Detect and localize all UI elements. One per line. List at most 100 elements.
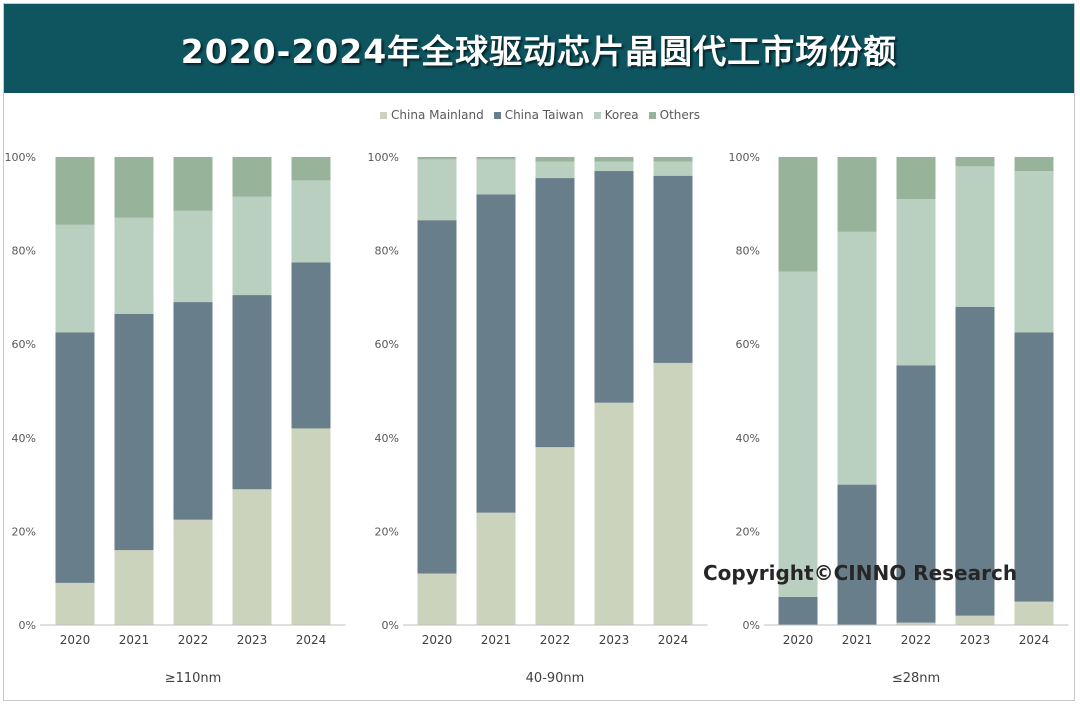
x-tick-label: 2021: [842, 633, 873, 647]
y-tick-label: 60%: [736, 338, 760, 351]
bar-segment-china-taiwan: [232, 295, 272, 490]
y-tick-label: 100%: [5, 151, 36, 164]
legend-item-others: Others: [648, 108, 700, 122]
panel-title: ≤28nm: [892, 671, 940, 686]
bar-segment-korea: [837, 231, 877, 485]
bar-segment-korea: [173, 210, 213, 303]
bar-segment-china-taiwan: [955, 306, 995, 616]
bar-segment-china-taiwan: [476, 194, 516, 513]
bar-segment-korea: [55, 224, 95, 333]
y-tick-label: 100%: [729, 151, 760, 164]
bar-segment-korea: [778, 271, 818, 597]
legend-label-china-taiwan: China Taiwan: [504, 108, 584, 122]
x-tick-label: 2021: [119, 633, 150, 647]
bar-segment-china-mainland: [896, 622, 936, 625]
bar-segment-korea: [594, 161, 634, 172]
bar-segment-china-taiwan: [896, 365, 936, 623]
panel-title: ≥110nm: [165, 671, 222, 686]
bar-segment-china-mainland: [955, 615, 995, 625]
bar-segment-china-taiwan: [114, 313, 154, 551]
x-tick-label: 2020: [783, 633, 814, 647]
bar-segment-others: [778, 157, 818, 272]
bar-segment-others: [476, 157, 516, 160]
x-tick-label: 2023: [237, 633, 268, 647]
bar-segment-china-mainland: [1014, 601, 1054, 625]
bar-segment-china-mainland: [476, 512, 516, 625]
y-tick-label: 80%: [12, 245, 36, 258]
legend-item-china-mainland: China Mainland: [380, 108, 484, 122]
x-tick-label: 2021: [481, 633, 512, 647]
bar-segment-others: [594, 157, 634, 162]
bar-segment-china-mainland: [535, 447, 575, 625]
x-tick-label: 2022: [901, 633, 932, 647]
bar-segment-korea: [476, 159, 516, 195]
legend-swatch-korea: [593, 111, 601, 119]
y-tick-label: 60%: [375, 338, 399, 351]
bar-segment-korea: [535, 161, 575, 179]
bar-segment-china-taiwan: [291, 262, 331, 429]
bar-segment-china-mainland: [114, 550, 154, 625]
bar-segment-korea: [114, 217, 154, 314]
bar-segment-china-mainland: [291, 428, 331, 625]
bar-segment-others: [232, 157, 272, 197]
bar-segment-others: [173, 157, 213, 211]
legend-swatch-others: [648, 111, 656, 119]
bar-segment-china-taiwan: [535, 178, 575, 448]
chart-title: 2020-2024年全球驱动芯片晶圆代工市场份额: [180, 31, 898, 71]
legend: China Mainland China Taiwan Korea Others: [0, 108, 1080, 122]
bar-segment-others: [291, 157, 331, 181]
panel-title: 40-90nm: [526, 671, 585, 686]
bar-segment-china-mainland: [594, 402, 634, 625]
x-tick-label: 2024: [296, 633, 327, 647]
bar-segment-china-taiwan: [594, 171, 634, 403]
y-tick-label: 40%: [12, 432, 36, 445]
bar-segment-korea: [896, 199, 936, 366]
bar-segment-china-mainland: [653, 362, 693, 625]
title-banner: 2020-2024年全球驱动芯片晶圆代工市场份额: [4, 4, 1074, 93]
bar-segment-china-taiwan: [1014, 332, 1054, 602]
bar-segment-china-taiwan: [837, 484, 877, 625]
legend-item-china-taiwan: China Taiwan: [493, 108, 584, 122]
bar-segment-china-taiwan: [417, 220, 457, 574]
x-tick-label: 2022: [540, 633, 571, 647]
y-tick-label: 40%: [736, 432, 760, 445]
y-tick-label: 20%: [736, 525, 760, 538]
legend-swatch-china-taiwan: [493, 111, 501, 119]
x-tick-label: 2022: [178, 633, 209, 647]
bar-segment-others: [896, 157, 936, 200]
x-tick-label: 2020: [422, 633, 453, 647]
x-tick-label: 2024: [658, 633, 689, 647]
legend-swatch-china-mainland: [380, 111, 388, 119]
y-tick-label: 100%: [368, 151, 399, 164]
x-tick-label: 2023: [599, 633, 630, 647]
bar-segment-others: [535, 157, 575, 162]
legend-label-korea: Korea: [604, 108, 639, 122]
x-tick-label: 2024: [1019, 633, 1050, 647]
bar-segment-others: [653, 157, 693, 162]
bar-segment-korea: [291, 180, 331, 263]
x-tick-label: 2020: [60, 633, 91, 647]
y-tick-label: 60%: [12, 338, 36, 351]
x-tick-label: 2023: [960, 633, 991, 647]
bar-segment-china-taiwan: [778, 596, 818, 625]
bar-segment-china-mainland: [417, 573, 457, 625]
y-tick-label: 80%: [375, 245, 399, 258]
bar-segment-others: [114, 157, 154, 218]
bar-segment-others: [837, 157, 877, 232]
legend-item-korea: Korea: [593, 108, 639, 122]
y-tick-label: 0%: [19, 619, 36, 632]
bar-segment-china-taiwan: [653, 175, 693, 363]
bar-segment-korea: [232, 196, 272, 296]
legend-label-others: Others: [659, 108, 700, 122]
bar-segment-korea: [417, 159, 457, 221]
bar-segment-china-taiwan: [173, 302, 213, 520]
y-tick-label: 20%: [375, 525, 399, 538]
legend-label-china-mainland: China Mainland: [391, 108, 484, 122]
y-tick-label: 20%: [12, 525, 36, 538]
bar-segment-korea: [955, 166, 995, 307]
bar-segment-others: [55, 157, 95, 225]
bar-segment-others: [417, 157, 457, 160]
bar-segment-china-mainland: [173, 519, 213, 625]
y-tick-label: 0%: [743, 619, 760, 632]
bar-segment-korea: [653, 161, 693, 176]
